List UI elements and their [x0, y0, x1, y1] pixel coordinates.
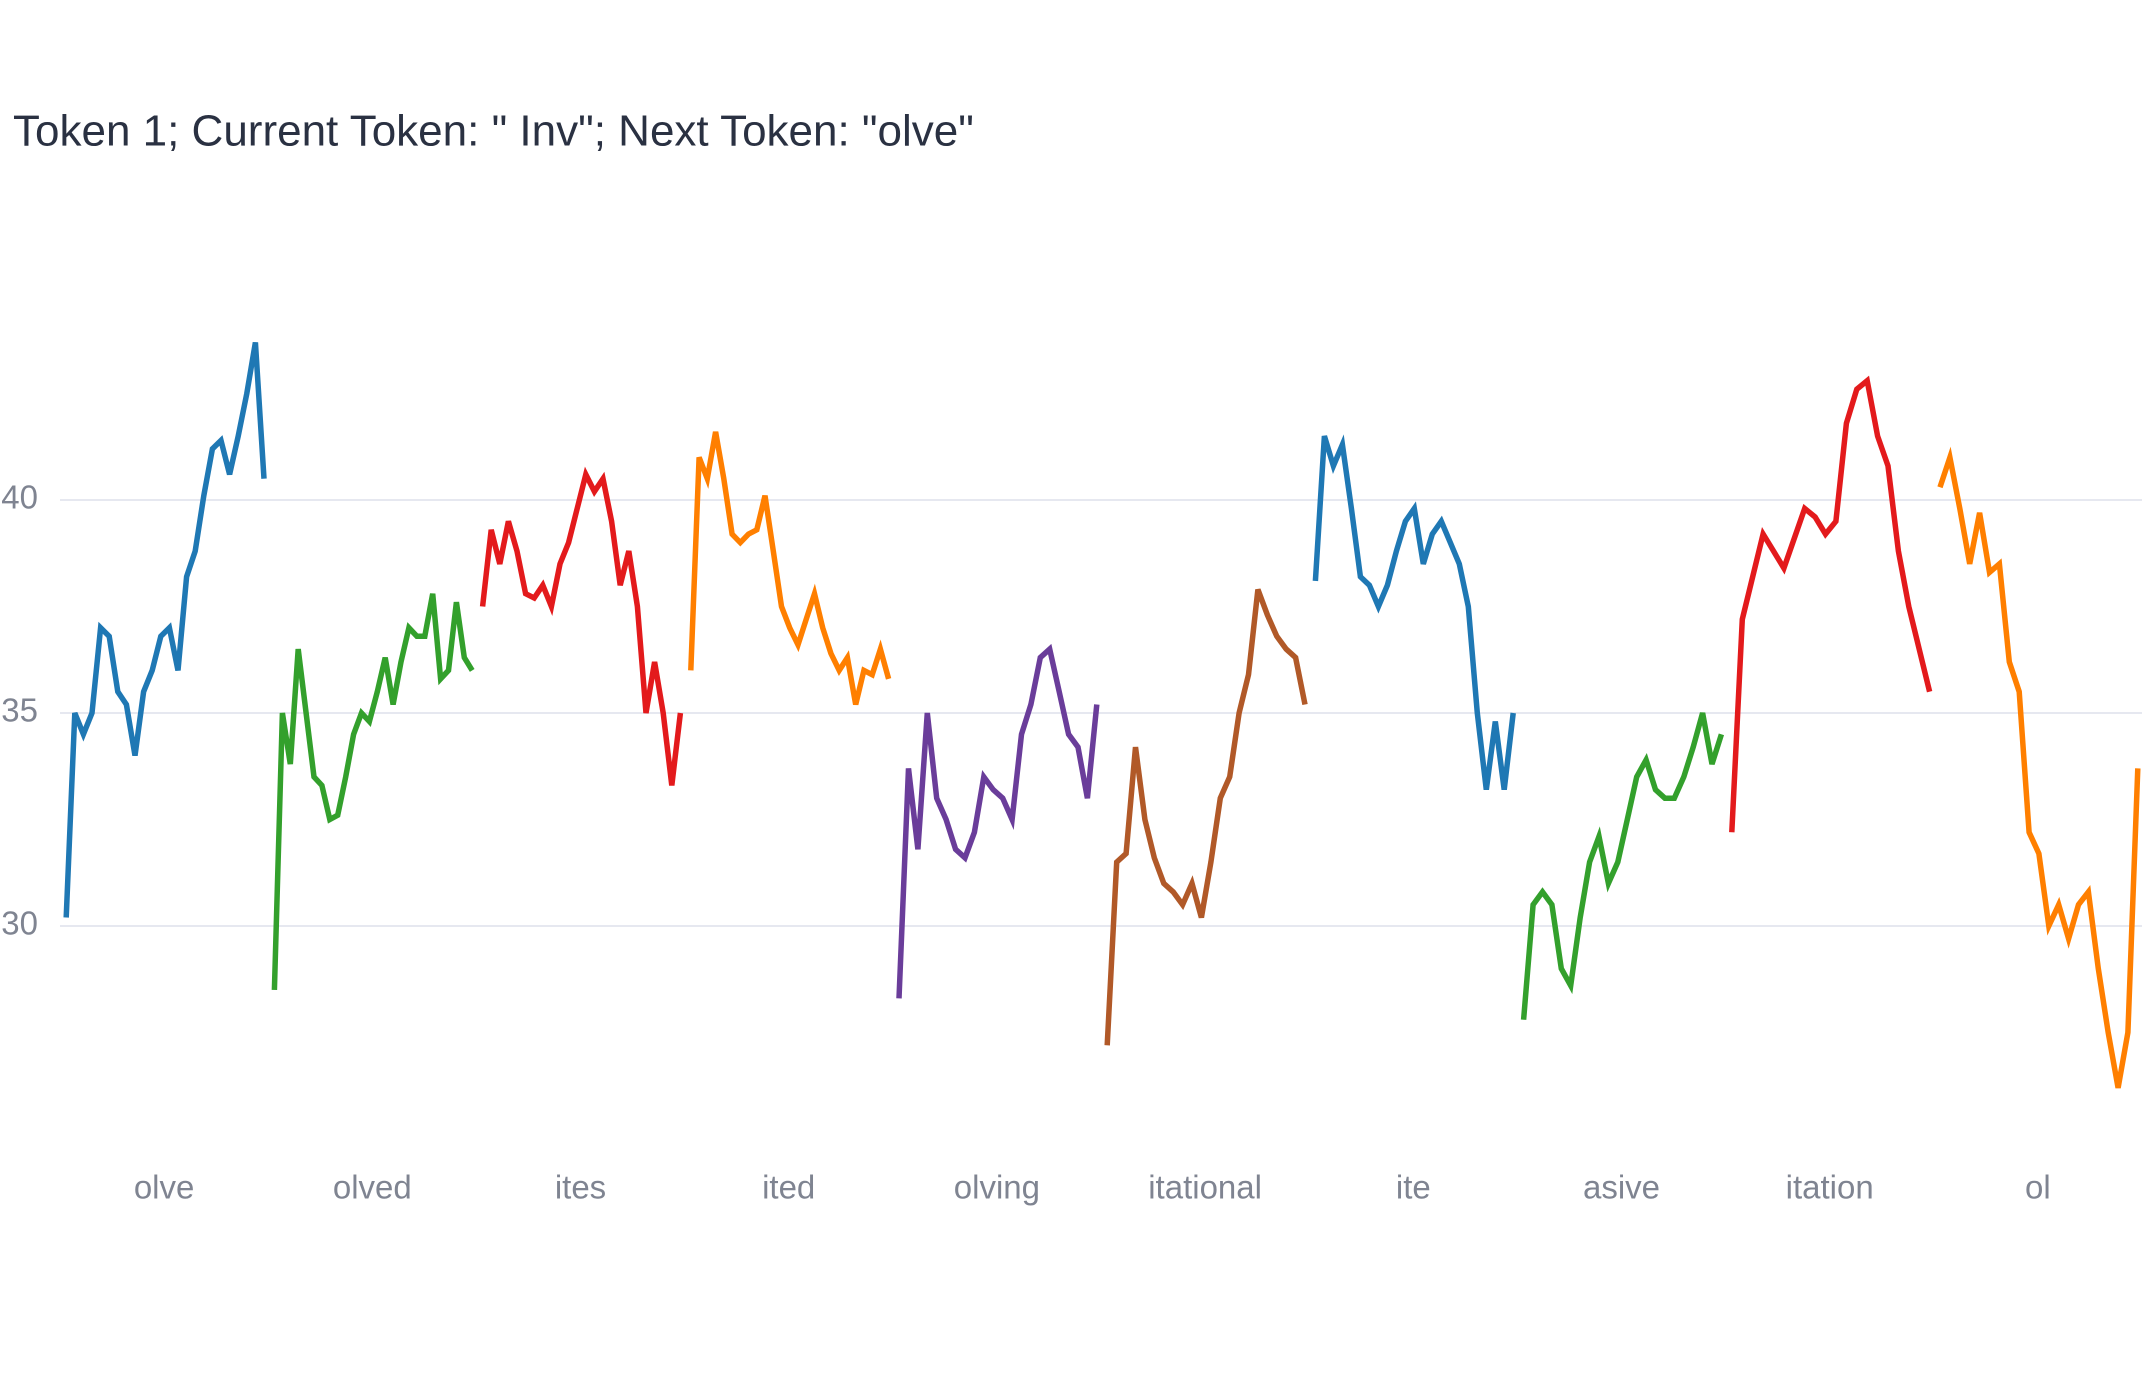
x-tick-label: olving: [954, 1169, 1040, 1206]
series-line: [1520, 712, 1725, 1020]
x-tick-label: olve: [134, 1169, 195, 1206]
x-tick-label: ites: [555, 1169, 606, 1206]
y-tick-label: 40: [1, 479, 38, 516]
series-line: [271, 593, 475, 990]
series-line: [1937, 446, 2141, 1089]
x-tick-label: itational: [1148, 1169, 1262, 1206]
series-line: [1104, 588, 1308, 1046]
x-tick-label: ited: [762, 1169, 815, 1206]
x-tick-label: ite: [1396, 1169, 1431, 1206]
x-tick-label: itation: [1786, 1169, 1874, 1206]
series-line: [896, 643, 1100, 999]
series-line: [1729, 375, 1933, 833]
y-tick-label: 35: [1, 692, 38, 729]
x-tick-label: olved: [333, 1169, 412, 1206]
series-line: [63, 341, 267, 918]
chart-title: Token 1; Current Token: " Inv"; Next Tok…: [13, 107, 974, 156]
x-tick-label: ol: [2025, 1169, 2051, 1206]
series-line: [1312, 434, 1516, 791]
x-tick-label: asive: [1583, 1169, 1660, 1206]
y-tick-label: 30: [1, 905, 38, 942]
series-line: [688, 431, 892, 706]
series-line: [479, 466, 684, 786]
